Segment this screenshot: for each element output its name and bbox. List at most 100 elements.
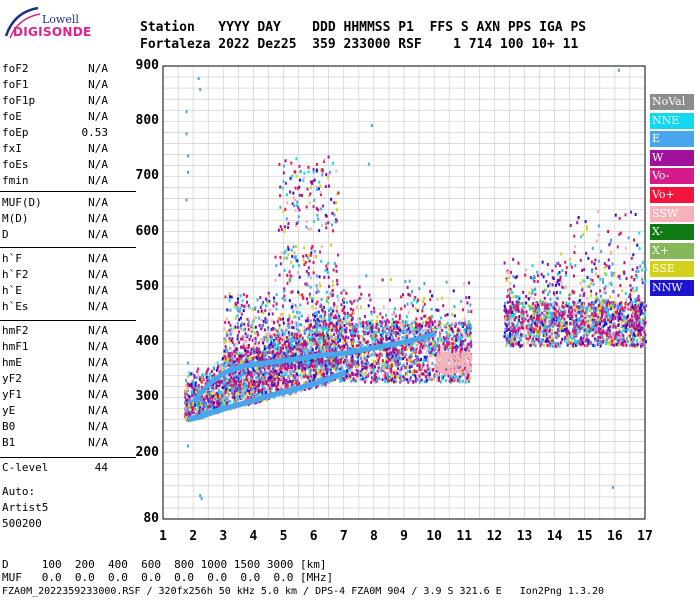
echo-point bbox=[444, 347, 447, 351]
echo-point bbox=[268, 331, 271, 335]
echo-point bbox=[269, 308, 272, 312]
echo-point bbox=[315, 337, 318, 341]
echo-point bbox=[318, 319, 321, 323]
echo-point bbox=[266, 299, 269, 303]
echo-point bbox=[467, 375, 470, 379]
echo-point bbox=[440, 359, 443, 363]
echo-point bbox=[460, 333, 463, 337]
echo-point bbox=[343, 298, 346, 302]
echo-point bbox=[253, 344, 256, 348]
echo-point bbox=[402, 293, 405, 297]
echo-point bbox=[324, 364, 327, 368]
echo-point bbox=[257, 375, 260, 379]
echo-point bbox=[202, 398, 205, 402]
echo-point bbox=[458, 321, 461, 325]
echo-point bbox=[322, 309, 325, 313]
echo-point bbox=[188, 383, 191, 387]
echo-point bbox=[386, 318, 389, 322]
echo-point bbox=[416, 298, 419, 302]
echo-point bbox=[400, 307, 403, 311]
echo-point bbox=[421, 341, 424, 345]
echo-point bbox=[437, 337, 440, 341]
echo-point bbox=[337, 340, 340, 344]
echo-point bbox=[230, 330, 233, 334]
autoscaling-label: Auto: bbox=[2, 485, 36, 498]
echo-point bbox=[279, 262, 282, 266]
echo-point bbox=[300, 323, 303, 327]
echo-point bbox=[204, 397, 207, 401]
echo-point bbox=[268, 294, 271, 298]
echo-point bbox=[418, 348, 421, 352]
echo-point bbox=[446, 321, 449, 325]
echo-point bbox=[329, 359, 332, 363]
echo-point bbox=[330, 312, 333, 316]
echo-point bbox=[374, 331, 377, 335]
echo-point bbox=[464, 375, 467, 379]
echo-point bbox=[281, 338, 284, 342]
echo-point bbox=[233, 376, 236, 380]
echo-point bbox=[417, 355, 420, 359]
echo-point bbox=[425, 321, 428, 325]
echo-point bbox=[274, 374, 277, 378]
echo-point bbox=[451, 312, 454, 316]
echo-point bbox=[451, 329, 454, 333]
echo-point bbox=[283, 342, 286, 346]
echo-point bbox=[295, 332, 298, 336]
echo-point bbox=[280, 366, 283, 370]
echo-point bbox=[329, 337, 332, 341]
echo-point bbox=[373, 371, 376, 375]
echo-point bbox=[418, 330, 421, 334]
echo-point bbox=[315, 362, 318, 366]
echo-point bbox=[283, 256, 286, 260]
parameter-name: yE bbox=[2, 404, 16, 417]
echo-point bbox=[419, 325, 422, 329]
echo-point bbox=[302, 258, 305, 262]
echo-point bbox=[241, 391, 244, 395]
echo-point bbox=[245, 349, 248, 353]
echo-point bbox=[287, 347, 290, 351]
echo-point bbox=[410, 346, 413, 350]
parameter-name: h`F bbox=[2, 252, 22, 265]
echo-point bbox=[292, 369, 295, 373]
echo-point bbox=[216, 405, 219, 409]
echo-point bbox=[308, 370, 311, 374]
echo-point bbox=[470, 310, 473, 314]
echo-point bbox=[406, 285, 409, 289]
echo-point bbox=[217, 364, 220, 368]
echo-point bbox=[346, 369, 349, 373]
echo-point bbox=[216, 366, 219, 370]
echo-point bbox=[408, 365, 411, 369]
echo-point bbox=[188, 414, 191, 418]
echo-point bbox=[328, 359, 331, 363]
echo-point bbox=[288, 379, 291, 383]
echo-point bbox=[375, 320, 378, 324]
echo-point bbox=[438, 320, 441, 324]
echo-point bbox=[272, 350, 275, 354]
echo-point bbox=[321, 326, 324, 330]
echo-point bbox=[319, 333, 322, 337]
echo-point bbox=[318, 275, 321, 279]
echo-point bbox=[216, 361, 219, 365]
echo-point bbox=[274, 365, 277, 369]
echo-point bbox=[253, 369, 256, 373]
echo-point bbox=[376, 370, 379, 374]
echo-point bbox=[357, 340, 360, 344]
echo-point bbox=[267, 383, 270, 387]
echo-point bbox=[294, 315, 297, 319]
echo-point bbox=[403, 355, 406, 359]
echo-point bbox=[228, 339, 231, 343]
echo-point bbox=[391, 313, 394, 317]
echo-point bbox=[350, 301, 353, 305]
echo-point bbox=[389, 354, 392, 358]
echo-point bbox=[340, 291, 343, 295]
echo-point bbox=[463, 320, 466, 324]
echo-point bbox=[202, 401, 205, 405]
echo-point bbox=[235, 378, 238, 382]
echo-point bbox=[414, 379, 417, 383]
echo-point bbox=[200, 396, 203, 400]
echo-point bbox=[223, 364, 226, 368]
echo-point bbox=[355, 373, 358, 377]
echo-point bbox=[354, 334, 357, 338]
echo-point bbox=[399, 380, 402, 384]
echo-point bbox=[247, 356, 250, 360]
